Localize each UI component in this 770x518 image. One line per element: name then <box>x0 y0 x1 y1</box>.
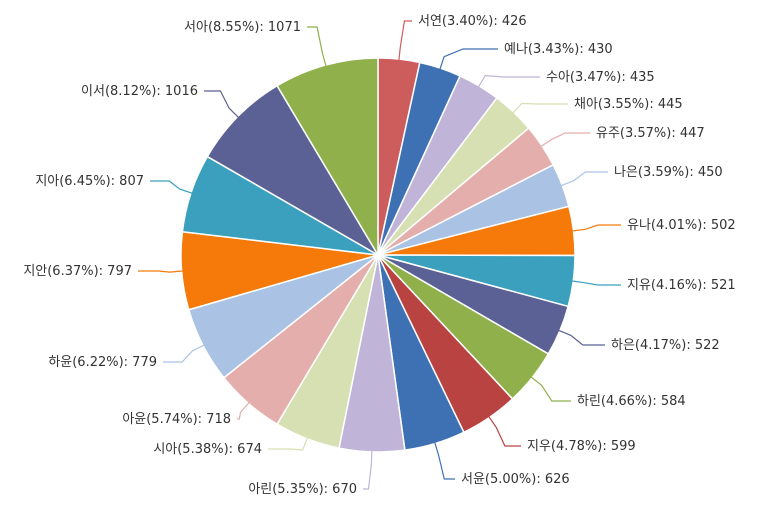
leader-line-아윤 <box>237 401 251 420</box>
leader-line-하은 <box>557 329 605 346</box>
slice-label-시아: 시아(5.38%): 674 <box>153 442 262 457</box>
leader-line-하린 <box>530 376 571 402</box>
slice-label-채아: 채아(3.55%): 445 <box>574 97 683 112</box>
leader-line-이서 <box>204 90 240 119</box>
slice-label-이서: 이서(8.12%): 1016 <box>81 84 198 99</box>
slice-label-지아: 지아(6.45%): 807 <box>35 174 144 189</box>
slice-label-지우: 지우(4.78%): 599 <box>527 439 636 454</box>
slice-label-서아: 서아(8.55%): 1071 <box>184 20 301 35</box>
leader-line-유나 <box>571 224 621 232</box>
leader-line-지우 <box>487 415 521 447</box>
leader-line-채아 <box>511 102 568 115</box>
slice-label-유나: 유나(4.01%): 502 <box>627 218 736 233</box>
leader-line-하윤 <box>163 344 206 363</box>
leader-line-예나 <box>439 48 498 71</box>
leader-line-서윤 <box>433 441 455 480</box>
leader-line-수아 <box>477 74 540 88</box>
leader-line-지아 <box>150 180 194 195</box>
leader-line-지유 <box>571 280 621 286</box>
leader-line-지안 <box>138 270 184 273</box>
slice-label-수아: 수아(3.47%): 435 <box>546 70 655 85</box>
slice-label-나은: 나은(3.59%): 450 <box>614 165 723 180</box>
leader-line-시아 <box>268 436 309 451</box>
slice-label-하린: 하린(4.66%): 584 <box>577 394 686 409</box>
slice-label-지안: 지안(6.37%): 797 <box>23 264 132 279</box>
slice-label-유주: 유주(3.57%): 447 <box>596 126 705 141</box>
labels-layer: 서연(3.40%): 426 예나(3.43%): 430 수아(3.47%): 4… <box>23 14 735 497</box>
leader-line-서연 <box>398 20 412 62</box>
slice-label-서윤: 서윤(5.00%): 626 <box>461 472 570 487</box>
slice-label-하윤: 하윤(6.22%): 779 <box>48 355 157 370</box>
leader-line-아린 <box>363 449 373 490</box>
leader-line-서아 <box>307 26 327 68</box>
slice-label-하은: 하은(4.17%): 522 <box>611 338 720 353</box>
slice-label-아린: 아린(5.35%): 670 <box>248 482 357 497</box>
slice-label-지유: 지유(4.16%): 521 <box>627 278 736 293</box>
slices-layer <box>180 57 576 453</box>
slice-label-예나: 예나(3.43%): 430 <box>504 42 613 57</box>
slice-label-아윤: 아윤(5.74%): 718 <box>122 412 231 427</box>
leader-lines-layer <box>138 20 621 490</box>
slice-label-서연: 서연(3.40%): 426 <box>418 14 527 29</box>
leader-line-나은 <box>560 171 608 187</box>
leader-line-유주 <box>539 132 590 148</box>
